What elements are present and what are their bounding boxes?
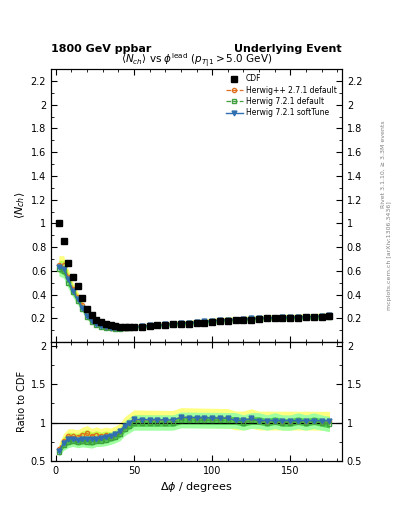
Title: $\langle N_{ch}\rangle$ vs $\phi^{\rm lead}$ ($p_{T|1} > 5.0$ GeV): $\langle N_{ch}\rangle$ vs $\phi^{\rm le…	[121, 52, 272, 69]
Text: Rivet 3.1.10, ≥ 3.3M events: Rivet 3.1.10, ≥ 3.3M events	[381, 120, 386, 208]
Text: Underlying Event: Underlying Event	[234, 44, 342, 54]
X-axis label: $\Delta\phi$ / degrees: $\Delta\phi$ / degrees	[160, 480, 233, 494]
Text: 1800 GeV ppbar: 1800 GeV ppbar	[51, 44, 151, 54]
Text: mcplots.cern.ch [arXiv:1306.3436]: mcplots.cern.ch [arXiv:1306.3436]	[387, 202, 391, 310]
Y-axis label: $\langle N_{ch}\rangle$: $\langle N_{ch}\rangle$	[13, 192, 27, 219]
Y-axis label: Ratio to CDF: Ratio to CDF	[17, 371, 27, 432]
Legend: CDF, Herwig++ 2.7.1 default, Herwig 7.2.1 default, Herwig 7.2.1 softTune: CDF, Herwig++ 2.7.1 default, Herwig 7.2.…	[224, 73, 338, 119]
